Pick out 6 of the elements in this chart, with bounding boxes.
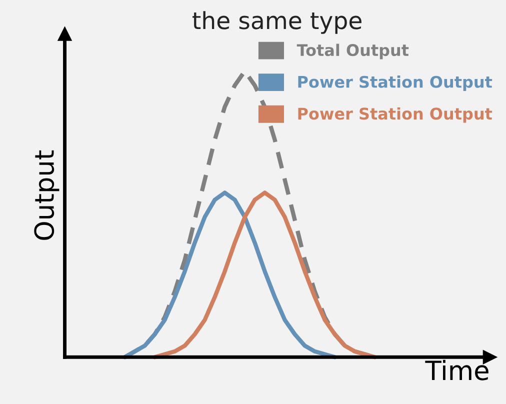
legend-label: Total Output [296, 44, 409, 60]
y-axis-title: Output [34, 150, 60, 240]
legend-label: Power Station Output [298, 76, 492, 92]
x-axis-title: Time [425, 360, 488, 380]
legend-label: Power Station Output [298, 107, 492, 123]
chart-title: the same type [192, 11, 362, 34]
